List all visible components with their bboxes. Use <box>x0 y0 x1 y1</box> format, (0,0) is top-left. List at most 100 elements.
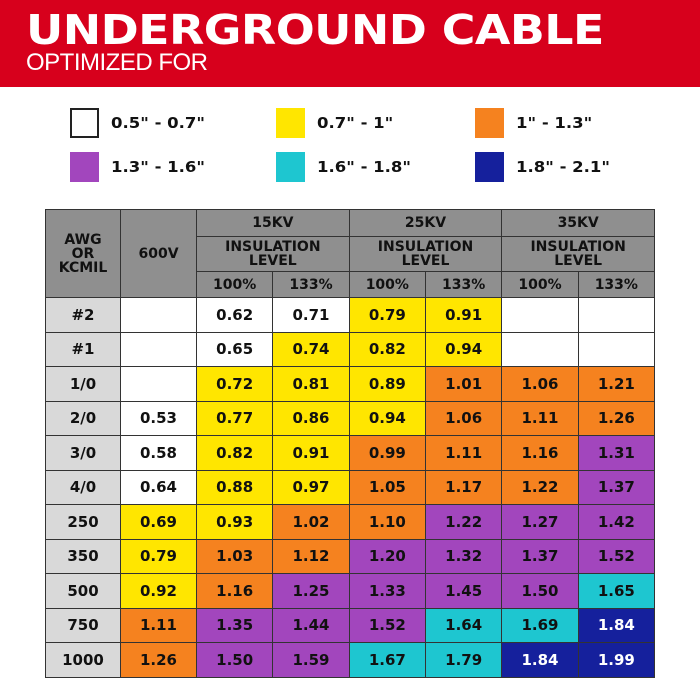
diameter-cell <box>120 366 197 402</box>
legend-label: 0.7" - 1" <box>317 114 394 132</box>
color-swatch <box>276 108 305 138</box>
size-cell: 3/0 <box>45 435 121 471</box>
600v-header: 600V <box>120 209 197 298</box>
diameter-cell: 0.86 <box>272 400 350 436</box>
table-row: 3/0 0.58 0.82 0.91 0.99 1.11 1.16 1.31 <box>45 435 656 471</box>
diameter-cell: 1.44 <box>272 607 350 643</box>
diameter-cell: 1.21 <box>577 366 656 402</box>
level-header: 133% <box>272 271 350 298</box>
color-swatch <box>475 108 504 138</box>
size-cell: 500 <box>45 573 121 609</box>
size-cell: 350 <box>45 538 121 574</box>
legend-item: 1.6" - 1.8" <box>276 152 411 182</box>
level-header: 133% <box>424 271 503 298</box>
level-header: 100% <box>501 271 579 298</box>
group-header-35kv: 35KV <box>501 209 655 237</box>
diameter-cell: 0.97 <box>272 469 350 505</box>
diameter-cell: 1.67 <box>348 642 426 678</box>
size-cell: 1/0 <box>45 366 121 402</box>
diameter-cell: 1.84 <box>501 642 579 678</box>
diameter-cell: 1.50 <box>195 642 274 678</box>
diameter-cell: 1.31 <box>577 435 656 471</box>
table-row: 250 0.69 0.93 1.02 1.10 1.22 1.27 1.42 <box>45 504 656 540</box>
size-header: AWG OR KCMIL <box>45 209 121 298</box>
size-cell: #2 <box>45 297 121 333</box>
diameter-cell: 1.64 <box>424 607 503 643</box>
legend-item: 0.5" - 0.7" <box>70 108 205 138</box>
legend-item: 1" - 1.3" <box>475 108 592 138</box>
diameter-cell: 0.71 <box>272 297 350 333</box>
diameter-cell: 1.22 <box>424 504 503 540</box>
diameter-cell: 0.69 <box>120 504 197 540</box>
diameter-cell: 1.11 <box>501 400 579 436</box>
cable-diameter-table: AWG OR KCMIL 600V 15KV 25KV 35KV INSULAT… <box>45 209 656 678</box>
table-row: 500 0.92 1.16 1.25 1.33 1.45 1.50 1.65 <box>45 573 656 609</box>
diameter-cell: 1.17 <box>424 469 503 505</box>
header-banner: UNDERGROUND CABLE OPTIMIZED FOR <box>0 0 700 87</box>
diameter-cell: 0.91 <box>424 297 503 333</box>
diameter-cell: 0.79 <box>348 297 426 333</box>
table-row: 1/0 0.72 0.81 0.89 1.01 1.06 1.21 <box>45 366 656 402</box>
color-swatch <box>475 152 504 182</box>
diameter-cell: 1.50 <box>501 573 579 609</box>
page-subtitle: OPTIMIZED FOR <box>26 49 208 76</box>
diameter-cell: 0.82 <box>195 435 274 471</box>
color-swatch <box>276 152 305 182</box>
size-cell: 2/0 <box>45 400 121 436</box>
diameter-cell: 0.64 <box>120 469 197 505</box>
diameter-cell: 0.81 <box>272 366 350 402</box>
diameter-cell: 0.91 <box>272 435 350 471</box>
diameter-cell: 1.37 <box>577 469 656 505</box>
diameter-cell <box>501 331 579 367</box>
table-row: #2 0.62 0.71 0.79 0.91 <box>45 297 656 333</box>
diameter-cell: 1.33 <box>348 573 426 609</box>
table-row: 750 1.11 1.35 1.44 1.52 1.64 1.69 1.84 <box>45 607 656 643</box>
diameter-cell: 1.26 <box>120 642 197 678</box>
diameter-cell: 1.11 <box>424 435 503 471</box>
diameter-cell: 0.82 <box>348 331 426 367</box>
diameter-cell: 0.58 <box>120 435 197 471</box>
diameter-cell: 0.99 <box>348 435 426 471</box>
diameter-cell: 0.53 <box>120 400 197 436</box>
diameter-cell: 1.01 <box>424 366 503 402</box>
diameter-cell: 1.52 <box>577 538 656 574</box>
diameter-cell <box>501 297 579 333</box>
diameter-cell: 1.35 <box>195 607 274 643</box>
page-title: UNDERGROUND CABLE <box>26 6 604 54</box>
color-swatch <box>70 152 99 182</box>
size-cell: 1000 <box>45 642 121 678</box>
diameter-cell: 1.03 <box>195 538 274 574</box>
diameter-cell: 1.02 <box>272 504 350 540</box>
legend-item: 0.7" - 1" <box>276 108 393 138</box>
diameter-cell: 1.52 <box>348 607 426 643</box>
table-row: 4/0 0.64 0.88 0.97 1.05 1.17 1.22 1.37 <box>45 469 656 505</box>
diameter-cell: 1.26 <box>577 400 656 436</box>
diameter-cell <box>577 297 656 333</box>
diameter-cell: 1.99 <box>577 642 656 678</box>
diameter-cell: 1.84 <box>577 607 656 643</box>
diameter-cell: 1.22 <box>501 469 579 505</box>
diameter-cell: 1.69 <box>501 607 579 643</box>
diameter-cell: 0.93 <box>195 504 274 540</box>
legend-label: 1.3" - 1.6" <box>111 158 205 176</box>
diameter-cell: 0.74 <box>272 331 350 367</box>
diameter-cell: 0.65 <box>195 331 274 367</box>
size-cell: #1 <box>45 331 121 367</box>
diameter-cell: 0.62 <box>195 297 274 333</box>
diameter-cell: 1.05 <box>348 469 426 505</box>
diameter-cell: 1.45 <box>424 573 503 609</box>
diameter-cell: 1.37 <box>501 538 579 574</box>
legend-label: 1.6" - 1.8" <box>317 158 411 176</box>
legend-label: 1" - 1.3" <box>516 114 593 132</box>
diameter-cell <box>120 331 197 367</box>
diameter-cell: 0.89 <box>348 366 426 402</box>
level-header: 100% <box>195 271 274 298</box>
legend-label: 0.5" - 0.7" <box>111 114 205 132</box>
diameter-cell: 0.79 <box>120 538 197 574</box>
diameter-cell: 1.12 <box>272 538 350 574</box>
size-cell: 4/0 <box>45 469 121 505</box>
diameter-cell: 1.79 <box>424 642 503 678</box>
insulation-header: INSULATION LEVEL <box>501 236 655 272</box>
diameter-cell <box>120 297 197 333</box>
diameter-cell: 0.92 <box>120 573 197 609</box>
